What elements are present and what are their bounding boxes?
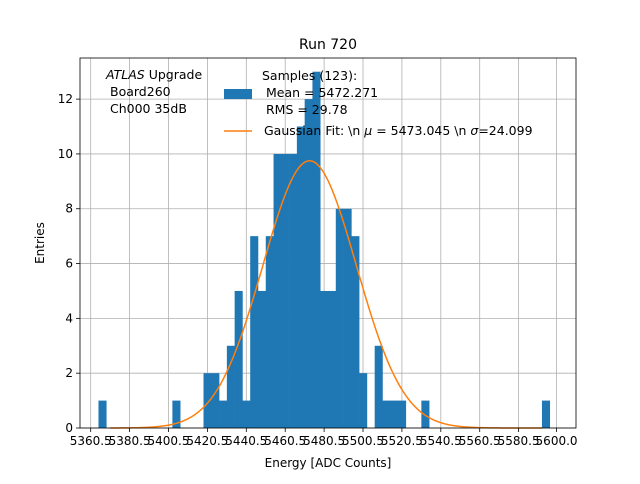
y-tick-label: 12 <box>58 92 73 106</box>
histogram-bar <box>351 236 360 428</box>
histogram-bar <box>172 400 181 428</box>
histogram-bar <box>421 400 430 428</box>
upgrade-label: Upgrade <box>145 67 203 82</box>
histogram-bar <box>374 345 383 428</box>
legend-fit-sigma-value: =24.099 <box>478 123 532 138</box>
annotation-line-1: ATLAS Upgrade <box>105 67 202 82</box>
histogram-bar <box>265 236 274 428</box>
x-axis-ticks: 5360.55380.55400.55420.55440.55460.55480… <box>70 428 578 448</box>
x-tick-label: 5480.5 <box>303 434 345 448</box>
histogram-bar <box>219 400 228 428</box>
x-tick-label: 5460.5 <box>264 434 306 448</box>
x-tick-label: 5500.5 <box>342 434 384 448</box>
y-axis-ticks: 0 2 4 6 8 10 12 <box>58 92 80 435</box>
annotation-block: ATLAS Upgrade Board260 Ch000 35dB <box>105 67 202 116</box>
histogram-bar <box>257 290 267 428</box>
histogram-bar <box>541 400 551 428</box>
legend-fit-mu-value: = 5473.045 \n <box>372 123 470 138</box>
y-tick-label: 0 <box>65 421 73 435</box>
histogram-bar <box>343 208 352 428</box>
y-tick-label: 10 <box>58 147 73 161</box>
histogram-bar <box>273 153 282 429</box>
histogram-bar <box>226 345 235 428</box>
plot-frame <box>79 57 577 429</box>
legend-samples-line-2: Mean = 5472.271 <box>262 85 378 100</box>
channel-label: Ch000 35dB <box>110 101 187 116</box>
legend-samples-line-3: RMS = 29.78 <box>262 102 348 117</box>
atlas-label: ATLAS <box>105 67 145 82</box>
y-tick-label: 4 <box>65 311 73 325</box>
legend-histogram-swatch <box>224 89 252 99</box>
y-tick-label: 8 <box>65 202 73 216</box>
legend-samples-line-1: Samples (123): <box>262 68 357 83</box>
histogram-bar <box>398 400 407 428</box>
y-axis-label: Entries <box>33 222 47 264</box>
x-tick-label: 5600.0 <box>536 434 578 448</box>
y-tick-label: 2 <box>65 366 73 380</box>
histogram-bar <box>296 126 305 428</box>
chart-title: Run 720 <box>299 37 357 53</box>
x-tick-label: 5380.5 <box>109 434 151 448</box>
x-tick-label: 5560.5 <box>459 434 501 448</box>
legend-fit-prefix: Gaussian Fit: \n <box>264 123 364 138</box>
legend-fit-sigma: σ <box>470 123 479 138</box>
histogram-bar <box>304 99 313 428</box>
x-tick-label: 5420.5 <box>186 434 228 448</box>
gaussian-fit-curve <box>110 160 542 429</box>
histogram-bar <box>250 236 259 428</box>
histogram-bar <box>328 290 337 428</box>
x-tick-label: 5580.5 <box>498 434 540 448</box>
histogram-bar <box>390 400 399 428</box>
x-tick-label: 5520.5 <box>381 434 423 448</box>
legend-fit-mu: μ <box>363 123 372 138</box>
y-tick-label: 6 <box>65 257 73 271</box>
histogram-bar <box>281 153 290 429</box>
histogram-bar <box>242 400 251 428</box>
histogram-bar <box>234 290 243 428</box>
x-axis-label: Energy [ADC Counts] <box>265 456 392 470</box>
board-label: Board260 <box>110 84 171 99</box>
histogram-bar <box>289 153 298 429</box>
histogram-bar <box>359 373 368 428</box>
legend: Samples (123): Mean = 5472.271 RMS = 29.… <box>224 68 533 138</box>
x-tick-label: 5440.5 <box>225 434 267 448</box>
histogram-bar <box>382 400 391 428</box>
histogram-bars <box>98 71 551 429</box>
histogram-bar <box>320 290 329 428</box>
histogram-bar <box>98 400 107 428</box>
x-tick-label: 5400.5 <box>148 434 190 448</box>
histogram-bar <box>312 71 321 428</box>
histogram-bar <box>203 373 212 428</box>
histogram-bar <box>211 373 220 428</box>
histogram-bar <box>335 208 344 428</box>
legend-fit-label: Gaussian Fit: \n μ = 5473.045 \n σ=24.09… <box>264 123 533 138</box>
x-tick-label: 5360.5 <box>70 434 112 448</box>
x-tick-label: 5540.5 <box>420 434 462 448</box>
